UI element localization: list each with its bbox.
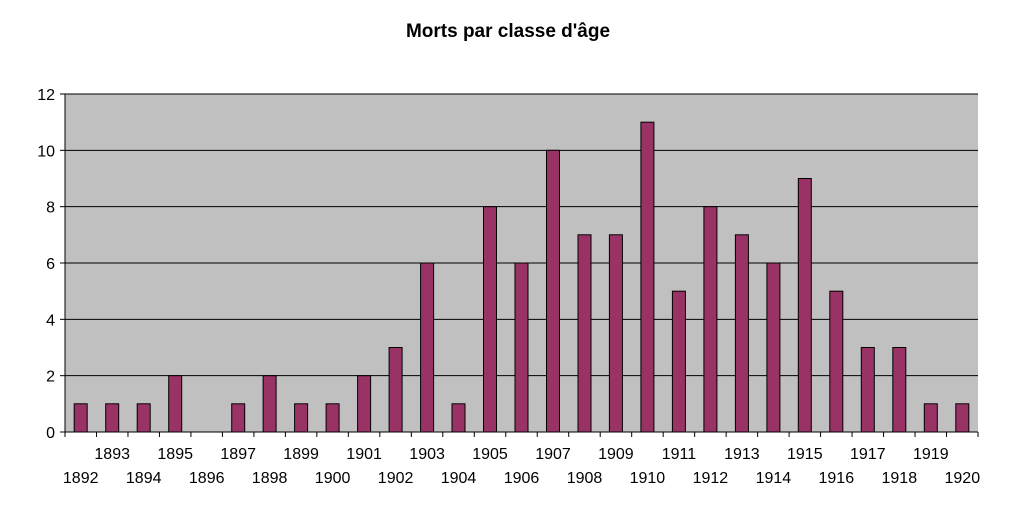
bar-1894 — [136, 403, 151, 433]
bar-1906 — [514, 262, 529, 433]
x-tick-label: 1901 — [346, 446, 382, 463]
bar-1892 — [73, 403, 88, 433]
x-tick-label: 1913 — [724, 446, 760, 463]
x-tick-label: 1902 — [378, 470, 414, 487]
chart-title: Morts par classe d'âge — [406, 21, 610, 42]
x-tick-label: 1904 — [441, 470, 477, 487]
x-tick-label: 1896 — [189, 470, 225, 487]
x-tick-label: 1915 — [787, 446, 823, 463]
bar-1901 — [357, 375, 372, 433]
bar-1907 — [546, 149, 560, 433]
x-tick-label: 1907 — [535, 446, 571, 463]
bar-1895 — [168, 375, 183, 433]
x-tick-label: 1897 — [220, 446, 256, 463]
y-tick-label: 4 — [46, 312, 55, 329]
bar-1912 — [703, 206, 718, 433]
y-tick-label: 2 — [46, 369, 55, 386]
bar-1905 — [483, 206, 497, 433]
x-tick-label: 1893 — [94, 446, 130, 463]
y-tick-labels: 0 2 4 6 8 10 12 — [37, 87, 55, 442]
x-tick-label: 1903 — [409, 446, 445, 463]
bar-1917 — [860, 347, 875, 433]
bar-1893 — [105, 403, 120, 433]
bar-1899 — [294, 403, 309, 433]
bar-1910 — [640, 121, 655, 433]
bar-1913 — [734, 234, 749, 433]
y-tick-label: 12 — [37, 87, 55, 104]
x-tick-label: 1914 — [756, 470, 792, 487]
x-tick-labels: 1892 1893 1894 1895 1896 1897 1898 1899 1900 1901… — [63, 446, 980, 487]
bar-1897 — [231, 403, 246, 433]
x-tick-label: 1920 — [945, 470, 981, 487]
x-tick-label: 1908 — [567, 470, 603, 487]
x-tick-label: 1894 — [126, 470, 162, 487]
bar-1904 — [451, 403, 466, 433]
bar-1916 — [829, 290, 844, 433]
x-tick-label: 1911 — [662, 446, 697, 463]
bar-1911 — [671, 290, 686, 433]
x-tick-label: 1895 — [157, 446, 193, 463]
x-tick-label: 1899 — [283, 446, 319, 463]
bar-1920 — [955, 403, 970, 433]
x-tick-label: 1909 — [598, 446, 634, 463]
x-tick-label: 1918 — [882, 470, 918, 487]
y-tick-label: 8 — [46, 200, 55, 217]
x-tick-label: 1905 — [472, 446, 508, 463]
bar-1908 — [577, 234, 592, 433]
x-tick-label: 1892 — [63, 470, 99, 487]
x-tick-label: 1910 — [630, 470, 666, 487]
x-tick-label: 1906 — [504, 470, 540, 487]
bar-1919 — [923, 403, 938, 433]
x-tick-label: 1917 — [850, 446, 886, 463]
y-tick-label: 6 — [46, 256, 55, 273]
bar-1902 — [388, 347, 403, 433]
bar-1915 — [797, 178, 812, 433]
bar-1903 — [420, 262, 435, 433]
bar-1914 — [766, 262, 781, 433]
x-tick-label: 1912 — [693, 470, 729, 487]
bar-1898 — [262, 375, 277, 433]
axes — [64, 94, 979, 437]
x-tick-label: 1898 — [252, 470, 288, 487]
x-tick-label: 1919 — [913, 446, 949, 463]
bar-1909 — [608, 234, 623, 433]
x-tick-label: 1916 — [819, 470, 855, 487]
bars — [73, 121, 970, 433]
x-tick-label: 1900 — [315, 470, 351, 487]
y-tick-label: 10 — [37, 143, 55, 160]
y-tick-label: 0 — [46, 425, 55, 442]
bar-1900 — [325, 403, 340, 433]
bar-1918 — [892, 347, 907, 433]
